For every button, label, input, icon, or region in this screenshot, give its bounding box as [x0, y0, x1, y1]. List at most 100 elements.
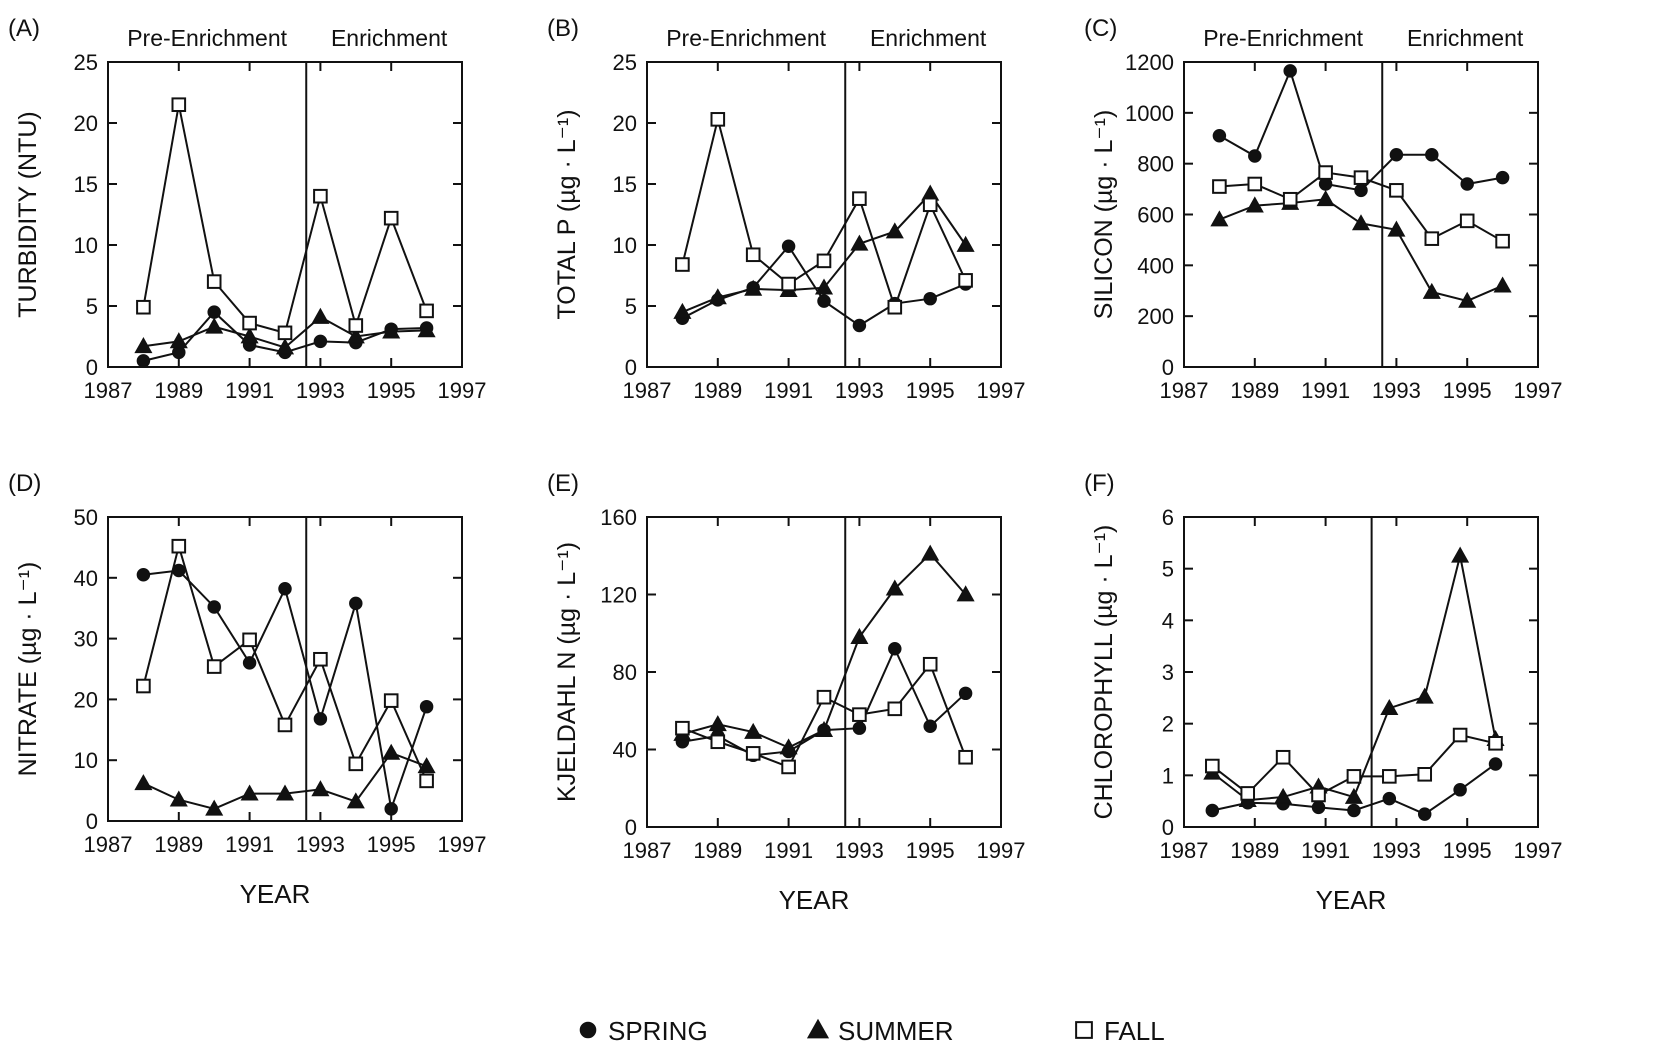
data-point-spring [384, 802, 398, 816]
data-point-spring [1248, 149, 1262, 163]
period-label-pre: Pre-Enrichment [666, 25, 826, 51]
data-point-fall [1424, 231, 1440, 246]
panel-letter: (A) [8, 15, 40, 42]
data-point-fall [136, 299, 151, 315]
data-point-fall [816, 689, 832, 705]
data-point-fall [1240, 786, 1256, 801]
x-tick-label: 1989 [1230, 838, 1279, 863]
x-tick-label: 1997 [1514, 838, 1563, 863]
x-tick-label: 1991 [1301, 838, 1350, 863]
chart-panel-f: (F) 0 1 2 3 4 5 6 1987 1989 1991 1993 1995 1997 CHLORO… [1084, 470, 1562, 915]
data-point-fall [1346, 769, 1362, 784]
data-point-summer [814, 720, 834, 737]
data-point-summer [885, 579, 904, 596]
x-tick-label: 1995 [367, 378, 416, 403]
legend-label-spring: SPRING [608, 1016, 708, 1046]
x-tick-label: 1993 [835, 378, 884, 403]
x-tick-label: 1993 [296, 378, 345, 403]
data-point-summer [134, 774, 153, 791]
y-tick-label: 20 [613, 111, 637, 136]
x-tick-label: 1993 [835, 838, 884, 863]
data-point-spring [278, 582, 292, 596]
data-point-spring [1205, 803, 1220, 818]
x-tick-label: 1989 [154, 378, 203, 403]
y-tick-label: 1000 [1125, 101, 1174, 126]
y-tick-label: 3 [1162, 660, 1174, 685]
data-point-fall [675, 257, 690, 272]
legend-label-fall: FALL [1104, 1016, 1165, 1046]
data-point-spring [1354, 183, 1368, 198]
chart-panel-c: (C) Pre-Enrichment Enrichment 0 200 400 600 800… [1084, 15, 1562, 403]
x-tick-label: 1995 [906, 378, 955, 403]
y-tick-label: 6 [1162, 505, 1174, 530]
data-point-summer [956, 585, 975, 602]
data-point-fall [1382, 769, 1397, 784]
data-point-fall [816, 253, 832, 269]
series-line-fall [682, 662, 967, 769]
data-point-spring [207, 305, 221, 319]
data-point-spring [313, 712, 328, 726]
data-point-fall [1452, 727, 1468, 743]
data-point-fall [313, 651, 328, 667]
data-point-fall [745, 746, 761, 761]
series-fall [675, 656, 973, 775]
data-point-fall [1282, 191, 1298, 207]
y-tick-label: 25 [74, 50, 98, 75]
x-tick-label: 1987 [84, 832, 133, 857]
y-tick-label: 25 [613, 50, 637, 75]
data-point-spring [136, 568, 151, 582]
data-point-summer [673, 302, 692, 319]
y-tick-label: 5 [86, 294, 98, 319]
data-point-summer [744, 279, 763, 296]
data-point-fall [1459, 213, 1475, 229]
data-point-fall [171, 538, 187, 554]
data-point-summer [205, 799, 224, 816]
legend-marker-fall [1075, 1021, 1093, 1039]
data-point-fall [710, 734, 726, 750]
y-tick-label: 5 [625, 294, 637, 319]
y-axis-label: KJELDAHL N (µg · L⁻¹) [553, 542, 581, 802]
panel-letter: (B) [547, 15, 579, 42]
y-tick-label: 10 [74, 748, 98, 773]
x-tick-label: 1991 [764, 838, 813, 863]
data-point-fall [383, 693, 399, 708]
x-tick-label: 1989 [693, 378, 742, 403]
x-axis-label: YEAR [240, 879, 311, 909]
data-point-fall [1275, 749, 1291, 765]
y-tick-label: 4 [1162, 608, 1174, 633]
data-point-spring [1382, 791, 1397, 806]
y-tick-label: 0 [1162, 355, 1174, 380]
data-point-summer [1344, 787, 1363, 804]
data-point-summer [1316, 190, 1335, 207]
data-point-spring [207, 600, 221, 614]
data-point-spring [923, 719, 937, 733]
data-point-fall [206, 659, 222, 674]
data-point-spring [1311, 800, 1326, 815]
panel-letter: (C) [1084, 15, 1117, 42]
data-point-spring [1495, 170, 1510, 185]
x-tick-label: 1995 [1443, 378, 1492, 403]
data-point-summer [921, 544, 940, 561]
data-point-fall [958, 273, 973, 288]
data-point-summer [1351, 214, 1371, 231]
data-point-fall [242, 632, 257, 648]
x-tick-label: 1989 [693, 838, 742, 863]
y-tick-label: 15 [613, 172, 637, 197]
data-point-fall [852, 191, 867, 206]
data-point-summer [1458, 291, 1477, 308]
x-tick-label: 1993 [1372, 838, 1421, 863]
data-point-fall [1318, 165, 1333, 180]
data-point-summer [708, 715, 727, 732]
data-point-summer [1387, 220, 1406, 237]
y-tick-label: 200 [1137, 304, 1174, 329]
data-point-summer [1415, 687, 1434, 704]
data-point-spring [852, 318, 867, 333]
data-point-summer [169, 332, 188, 349]
data-point-fall [277, 325, 293, 341]
plot-frame [107, 61, 463, 368]
legend-marker-summer [806, 1018, 830, 1039]
period-label-enrichment: Enrichment [331, 25, 448, 51]
series-fall [1205, 727, 1503, 803]
panel-letter: (D) [8, 470, 41, 497]
